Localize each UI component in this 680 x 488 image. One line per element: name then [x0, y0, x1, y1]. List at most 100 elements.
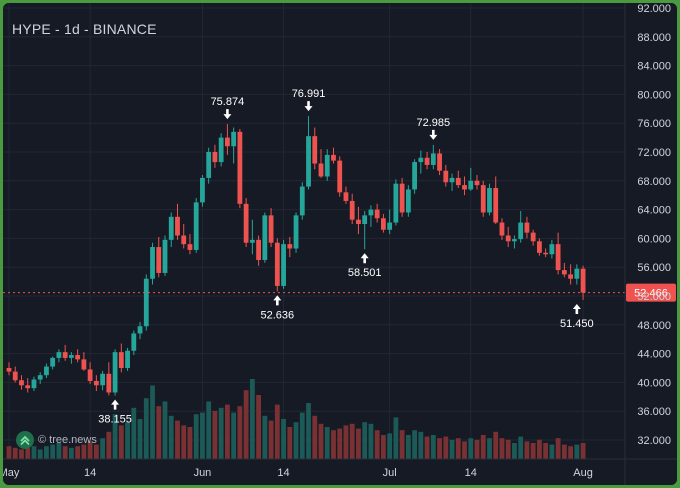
candle-body — [537, 241, 542, 253]
candle-body — [106, 373, 112, 393]
candle-body — [362, 215, 368, 224]
candle-body — [37, 375, 43, 380]
up-arrow-icon — [360, 253, 369, 264]
volume-bar — [56, 443, 62, 459]
volume-bar — [430, 435, 436, 459]
candle-body — [474, 180, 480, 186]
volume-bar — [505, 439, 511, 459]
volume-bar — [225, 404, 230, 459]
candle-body — [312, 136, 318, 164]
volume-bar — [299, 412, 305, 459]
volume-bar — [443, 436, 449, 459]
candle-body — [12, 371, 18, 381]
volume-bar — [12, 447, 18, 459]
price-line-layer: 52.466 — [3, 283, 676, 302]
volume-bar — [175, 420, 180, 459]
chart-title: HYPE - 1d - BINANCE — [12, 21, 157, 37]
volume-bar — [193, 414, 199, 459]
candle-body — [349, 200, 355, 220]
candle-body — [462, 185, 467, 190]
x-tick-label: 14 — [465, 467, 477, 479]
price-annotation: 75.874 — [211, 96, 245, 108]
y-tick-label: 44.000 — [637, 349, 671, 361]
volume-bar — [168, 415, 174, 459]
candle-body — [249, 239, 255, 243]
candle-body — [455, 177, 461, 186]
candle-body — [75, 355, 81, 360]
volume-bar — [455, 438, 461, 459]
candle-body — [449, 177, 455, 183]
y-tick-label: 80.000 — [637, 89, 671, 101]
price-chart[interactable]: 52.466 38.155 75.874 52.636 76.991 58.501 72.… — [3, 3, 677, 485]
volume-bar — [231, 412, 237, 459]
volume-bar — [37, 449, 43, 459]
volume-bar — [324, 427, 330, 459]
volume-bar — [62, 446, 68, 459]
y-tick-label: 76.000 — [637, 118, 671, 130]
candle-body — [69, 355, 74, 358]
candle-body — [568, 274, 573, 279]
volume-bar — [281, 419, 286, 459]
up-arrow-icon — [111, 399, 120, 410]
tree-news-logo-icon — [16, 431, 34, 449]
volume-bar — [249, 379, 255, 459]
candle-body — [337, 160, 343, 193]
candle-body — [268, 215, 274, 243]
candle-body — [499, 222, 505, 236]
volume-bar — [212, 411, 218, 459]
candle-body — [424, 157, 430, 165]
candle-body — [293, 215, 299, 249]
candle-body — [187, 244, 193, 250]
volume-bar — [206, 401, 212, 459]
volume-bar — [462, 441, 467, 459]
volume-bar — [356, 428, 361, 459]
volume-bar — [349, 423, 355, 459]
up-arrow-icon — [273, 295, 282, 306]
volume-bar — [200, 412, 205, 459]
candle-body — [274, 242, 280, 286]
candle-body — [368, 209, 374, 216]
chart-window: 52.466 38.155 75.874 52.636 76.991 58.501 72.… — [3, 3, 677, 485]
candle-body — [218, 137, 224, 163]
candle-body — [93, 380, 99, 386]
candle-body — [281, 244, 286, 286]
up-arrow-icon — [572, 303, 581, 314]
volume-bar — [6, 446, 12, 459]
candle-body — [175, 216, 180, 236]
y-tick-label: 64.000 — [637, 205, 671, 217]
current-price-badge — [626, 283, 676, 302]
x-tick-label: Jul — [383, 467, 397, 479]
candle-body — [580, 268, 586, 293]
down-arrow-icon — [304, 101, 313, 112]
y-tick-label: 72.000 — [637, 147, 671, 159]
candle-body — [530, 232, 536, 242]
candle-body — [243, 203, 249, 243]
volume-bar — [44, 446, 49, 459]
candle-body — [518, 222, 524, 240]
volume-bar — [306, 403, 311, 459]
down-arrow-icon — [223, 109, 232, 120]
candle-body — [262, 215, 268, 260]
price-annotation: 72.985 — [416, 117, 450, 129]
y-tick-label: 92.000 — [637, 3, 671, 15]
candle-body — [168, 216, 174, 240]
candle-body — [44, 366, 49, 376]
candle-body — [162, 239, 168, 273]
volume-bar — [474, 439, 480, 459]
candle-layer — [6, 116, 586, 396]
volume-bar — [499, 438, 505, 459]
axis-layer: 92.000 88.000 84.000 80.000 76.000 72.000 68.0… — [3, 3, 677, 485]
volume-bar — [162, 401, 168, 459]
volume-bar — [337, 428, 343, 459]
volume-bar — [125, 422, 130, 459]
candle-body — [574, 268, 580, 279]
candle-body — [306, 136, 311, 187]
candle-body — [381, 218, 386, 230]
candle-body — [505, 235, 511, 242]
candle-body — [50, 357, 56, 367]
candle-body — [212, 152, 218, 163]
candle-body — [193, 202, 199, 250]
candle-body — [225, 137, 230, 147]
candle-body — [405, 189, 411, 213]
volume-bar — [75, 446, 81, 459]
